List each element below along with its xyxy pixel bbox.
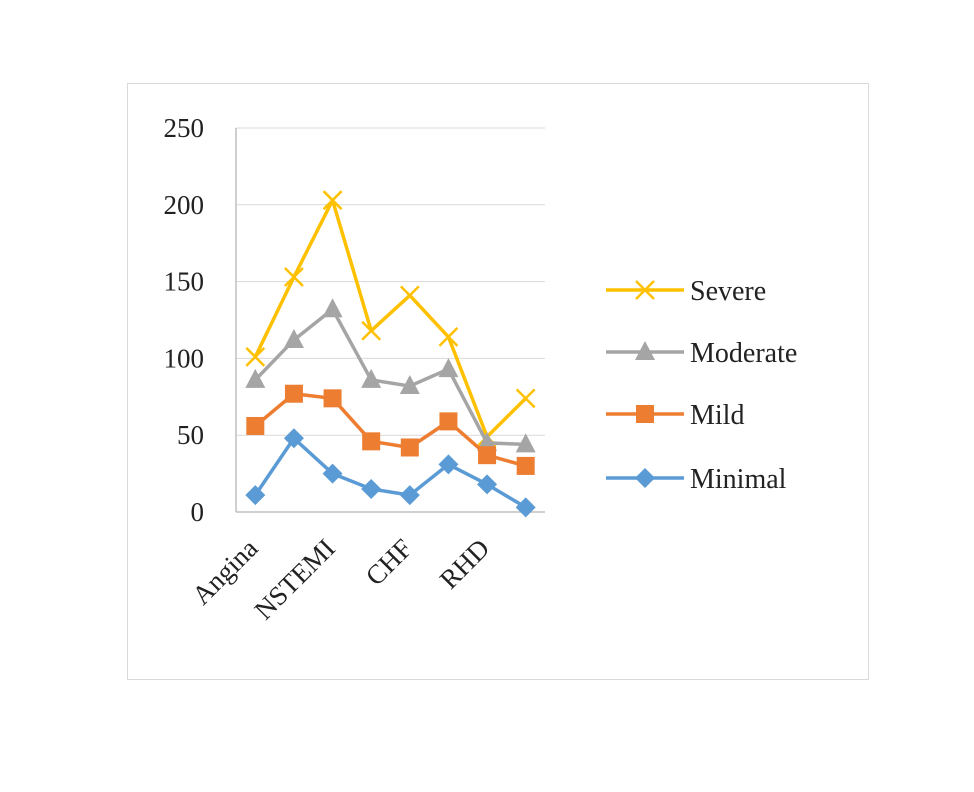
y-tick-label: 200 — [164, 190, 205, 220]
x-tick-label: CHF — [360, 533, 418, 591]
legend-marker — [635, 468, 655, 488]
data-point-mild — [439, 412, 458, 431]
marker-stroke — [399, 285, 420, 306]
legend-item-minimal: Minimal — [606, 464, 787, 495]
data-point-severe — [361, 320, 382, 341]
series-moderate — [245, 298, 536, 453]
marker-stroke — [635, 280, 655, 300]
x-tick-label: Angina — [186, 533, 263, 610]
legend: Severe Moderate Mild Minimal — [606, 276, 797, 495]
data-point-severe — [245, 346, 266, 367]
legend-label: Mild — [690, 400, 744, 431]
plot-area — [245, 190, 536, 518]
y-tick-label: 100 — [164, 343, 205, 373]
legend-item-severe: Severe — [606, 276, 766, 307]
data-point-mild — [516, 456, 535, 475]
data-point-minimal — [438, 454, 459, 475]
marker-stroke — [245, 346, 266, 367]
y-axis: 0 50 100 150 200 250 — [164, 113, 237, 527]
legend-item-mild: Mild — [606, 400, 744, 431]
data-point-mild — [362, 432, 381, 451]
series-minimal — [245, 428, 536, 518]
legend-marker — [636, 405, 654, 423]
legend-label: Moderate — [690, 338, 797, 369]
data-point-moderate — [515, 433, 536, 453]
data-point-mild — [478, 446, 497, 465]
series-severe — [245, 190, 536, 447]
data-point-minimal — [322, 463, 343, 484]
data-point-mild — [246, 416, 265, 435]
data-point-moderate — [322, 298, 343, 318]
marker-stroke — [438, 327, 459, 347]
legend-item-moderate: Moderate — [606, 338, 797, 369]
x-tick-label: NSTEMI — [249, 533, 341, 625]
data-point-minimal — [399, 485, 420, 506]
y-tick-label: 0 — [191, 497, 205, 527]
data-point-severe — [515, 388, 536, 409]
x-tick-label: RHD — [434, 533, 496, 595]
data-point-mild — [323, 389, 342, 408]
gridlines — [236, 127, 545, 436]
y-tick-label: 250 — [164, 113, 205, 143]
data-point-moderate — [438, 358, 459, 378]
legend-label: Severe — [690, 276, 766, 307]
data-point-minimal — [283, 428, 304, 449]
series-mild — [246, 384, 535, 475]
data-point-moderate — [283, 328, 304, 348]
data-point-moderate — [399, 375, 420, 395]
y-tick-label: 50 — [177, 420, 204, 450]
data-point-severe — [399, 285, 420, 306]
legend-marker — [635, 280, 655, 300]
marker-stroke — [515, 388, 536, 409]
data-point-severe — [438, 327, 459, 347]
data-point-minimal — [361, 478, 382, 499]
data-point-moderate — [361, 368, 382, 388]
series-line-moderate — [254, 307, 526, 447]
data-point-moderate — [245, 368, 266, 388]
marker-stroke — [361, 320, 382, 341]
data-point-severe — [284, 267, 304, 287]
data-point-minimal — [245, 485, 266, 506]
data-point-mild — [284, 384, 303, 403]
legend-label: Minimal — [690, 464, 787, 495]
y-tick-label: 150 — [164, 267, 205, 297]
data-point-minimal — [515, 497, 536, 518]
series-line-severe — [253, 198, 527, 439]
data-point-moderate — [477, 431, 498, 451]
marker-stroke — [284, 267, 304, 287]
marker-stroke — [322, 190, 343, 211]
data-point-severe — [322, 190, 343, 211]
data-point-minimal — [477, 474, 498, 495]
legend-marker — [635, 341, 655, 360]
data-point-mild — [400, 438, 419, 457]
